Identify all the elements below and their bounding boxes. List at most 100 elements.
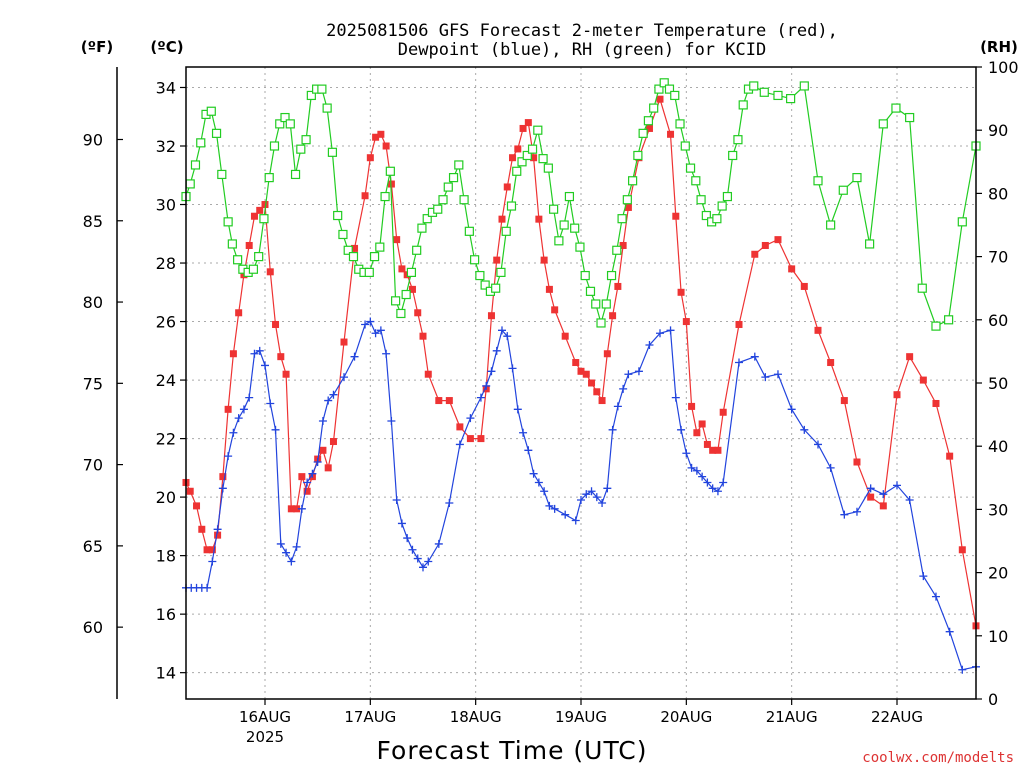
rh-point [364,267,374,277]
fahrenheit-tick-label: 80 [83,293,103,312]
temperature-point [208,546,216,554]
rh-point [296,144,306,154]
temperature-point [456,423,464,431]
rh-point [917,283,927,293]
temperature-point [503,183,511,191]
rh-point [506,201,517,211]
rh-point [957,217,967,227]
dewpoint-point [879,490,888,499]
temperature-point [530,154,538,162]
rh-point [464,226,474,236]
dewpoint-point [492,346,501,355]
rh-point [878,119,888,129]
rh-point [617,214,627,224]
temperature-point [693,429,701,437]
dewpoint-point [703,478,712,487]
axis-layer: 16AUG 17AUG 18AUG 19AUG 20AUG 21AUG 22AUG 14 16 1… [83,58,1019,726]
rh-point [470,255,480,265]
celsius-tick-label: 28 [156,254,176,273]
temperature-point [582,370,590,378]
rh-point [717,201,727,211]
dewpoint-point [677,425,686,434]
rh-point [643,116,654,126]
temperature-point [245,241,253,249]
temperature-point [377,130,385,138]
rh-point [659,78,669,88]
dewpoint-point [239,405,248,414]
rh-point [680,141,690,151]
rh-tick-label: 60 [988,311,1008,330]
temperature-point [919,376,927,384]
rh-point [475,270,485,281]
temperature-point [561,332,569,340]
temperature-point [603,350,611,358]
rh-point [749,81,759,91]
rh-point [670,90,680,101]
dewpoint-point [371,329,380,338]
rh-point [601,299,611,309]
x-tick-label: 16AUG [239,708,291,726]
temperature-point [551,306,559,314]
rh-point [412,245,422,255]
temperature-point [445,397,453,405]
rh-axis-label: (RH) [980,38,1018,56]
temperature-point [524,119,532,127]
temperature-point [577,367,585,375]
temperature-point [393,236,401,244]
temperature-point [514,145,522,153]
rh-point [905,112,915,123]
temperature-point [677,288,685,296]
dewpoint-point [666,326,675,335]
dewpoint-point [866,484,875,493]
dewpoint-point [455,440,464,449]
temperature-point [619,241,627,249]
dewpoint-point [905,496,914,505]
rh-point [759,87,769,97]
grid-layer [186,67,976,699]
temperature-point [788,265,796,273]
rh-point [433,204,443,214]
temperature-point [682,318,690,326]
dewpoint-point [698,472,707,481]
dewpoint-point [208,557,217,566]
dewpoint-point [561,510,570,519]
rh-point [799,81,809,91]
x-tick-label: 21AUG [766,708,818,726]
celsius-tick-label: 20 [156,488,176,507]
rh-point [554,236,564,246]
dewpoint-line [186,320,977,671]
rh-point [454,160,464,170]
temperature-point [398,265,406,273]
dewpoint-point [424,557,433,566]
temperature-point [879,502,887,510]
temperature-point [303,487,311,495]
rh-point [217,169,227,180]
temperature-point [366,154,374,162]
temperature-point [906,353,914,361]
dewpoint-point [276,539,285,548]
temperature-point [774,236,782,244]
dewpoint-point [318,417,327,426]
temperature-point [509,154,517,162]
rh-tick-label: 30 [988,500,1008,519]
temperature-point [609,312,617,320]
rh-point [391,296,401,306]
rh-point [722,191,733,202]
temperature-point [867,493,875,501]
rh-point [280,112,290,123]
dewpoint-point [571,516,580,525]
dewpoint-point [852,507,861,516]
dewpoint-point [761,373,770,382]
rh-point [580,270,590,281]
dewpoint-point [229,428,238,437]
rh-point [211,128,222,138]
dewpoint-point [329,390,338,399]
dewpoint-point [224,452,233,461]
rh-point [401,289,411,300]
rh-point [773,90,783,101]
dewpoint-point [931,592,940,601]
dewpoint-point [671,393,680,402]
celsius-tick-label: 22 [156,430,176,449]
celsius-axis-label: (ºC) [150,38,183,56]
